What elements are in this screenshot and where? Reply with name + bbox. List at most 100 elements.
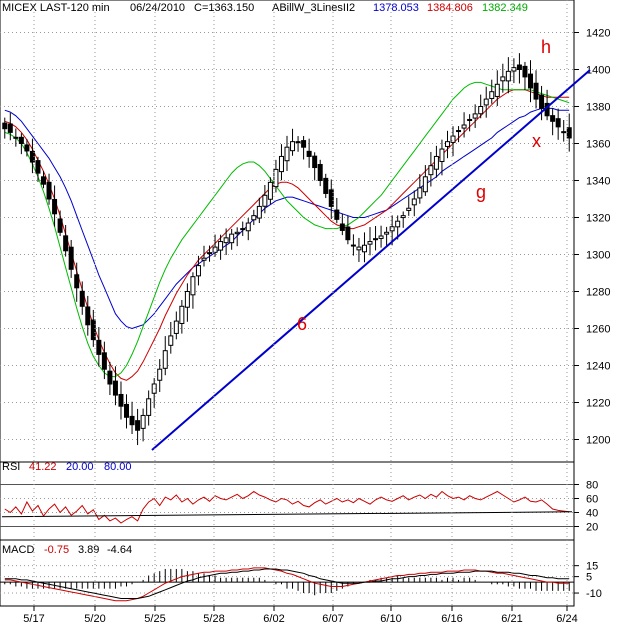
x-tick-label: 6/16 bbox=[441, 613, 462, 625]
price-candles bbox=[2, 53, 572, 446]
candle-body bbox=[157, 368, 163, 381]
header-line1: 1378.053 bbox=[373, 2, 419, 14]
candle-body bbox=[472, 113, 478, 119]
macd-label: MACD bbox=[2, 544, 34, 556]
candle-body bbox=[35, 160, 41, 174]
macd-tick-label: -10 bbox=[586, 588, 602, 600]
macd-header: MACD -0.75 3.89 -4.64 bbox=[2, 544, 132, 556]
annotation-g: g bbox=[476, 182, 486, 202]
header-indicator: ABillW_3LinesII2 bbox=[272, 2, 355, 14]
candle-body bbox=[13, 136, 19, 139]
macd-value: -0.75 bbox=[44, 544, 69, 556]
candle-body bbox=[52, 198, 58, 215]
price-tick-label: 1240 bbox=[586, 361, 610, 373]
svg-text:MICEX LAST-120 min: MICEX LAST-120 min bbox=[2, 2, 110, 14]
header-symbol: MICEX LAST-120 min bbox=[2, 2, 110, 14]
candle-body bbox=[384, 231, 390, 235]
candle-body bbox=[118, 393, 124, 407]
candle-body bbox=[527, 73, 533, 89]
candle-body bbox=[555, 118, 561, 128]
candle-body bbox=[494, 83, 500, 97]
chart-header: MICEX LAST-120 min 06/24/2010 C=1363.150… bbox=[2, 2, 528, 14]
candle-body bbox=[533, 82, 539, 100]
macd-y-axis: 155 -10 bbox=[574, 561, 602, 600]
candle-body bbox=[339, 223, 345, 231]
candle-body bbox=[345, 226, 351, 241]
price-tick-label: 1300 bbox=[586, 250, 610, 262]
x-tick-label: 5/17 bbox=[23, 613, 44, 625]
rsi-panel bbox=[0, 461, 575, 541]
candle-body bbox=[135, 420, 141, 431]
macd-tick-label: 5 bbox=[586, 572, 592, 584]
candle-body bbox=[46, 181, 52, 200]
candle-body bbox=[162, 350, 168, 369]
price-tick-label: 1200 bbox=[586, 435, 610, 447]
candle-body bbox=[516, 64, 522, 71]
price-tick-label: 1380 bbox=[586, 102, 610, 114]
price-tick-label: 1400 bbox=[586, 65, 610, 77]
candle-body bbox=[24, 144, 30, 152]
price-panel bbox=[0, 0, 575, 463]
candle-body bbox=[68, 246, 74, 270]
candle-body bbox=[290, 141, 296, 152]
candle-body bbox=[234, 231, 240, 235]
trendline-6 bbox=[151, 69, 591, 451]
candle-body bbox=[444, 141, 450, 147]
x-axis: 5/17 5/20 5/25 5/28 6/02 6/07 6/10 6/16 6/21 6/24 bbox=[23, 0, 578, 625]
rsi-lines bbox=[1, 490, 573, 524]
candle-body bbox=[190, 276, 196, 296]
candle-body bbox=[124, 403, 130, 418]
header-close: C=1363.150 bbox=[194, 2, 254, 14]
x-tick-label: 5/28 bbox=[203, 613, 224, 625]
candle-body bbox=[317, 163, 323, 181]
candle-body bbox=[439, 148, 445, 163]
candle-body bbox=[478, 106, 484, 115]
candle-body bbox=[101, 352, 107, 370]
candle-body bbox=[229, 233, 235, 244]
rsi-lower: 20.00 bbox=[66, 461, 94, 473]
candle-body bbox=[566, 127, 572, 139]
candle-body bbox=[522, 65, 528, 78]
rsi-label: RSI bbox=[2, 461, 20, 473]
ma-line-blue bbox=[4, 107, 570, 330]
candle-body bbox=[256, 205, 262, 219]
candle-body bbox=[489, 91, 495, 99]
x-tick-label: 6/21 bbox=[501, 613, 522, 625]
candle-body bbox=[223, 237, 229, 244]
macd-line bbox=[4, 567, 570, 602]
candle-body bbox=[350, 244, 356, 247]
rsi-tick-label: 60 bbox=[586, 494, 598, 506]
candle-body bbox=[367, 241, 373, 245]
candle-body bbox=[550, 115, 556, 122]
candle-body bbox=[218, 241, 224, 251]
annotation-x: x bbox=[532, 131, 541, 151]
candle-body bbox=[90, 319, 96, 341]
price-tick-label: 1420 bbox=[586, 28, 610, 40]
macd-signal-line bbox=[4, 568, 570, 599]
annotation-h: h bbox=[541, 37, 551, 57]
candle-body bbox=[433, 155, 439, 170]
x-tick-label: 6/24 bbox=[556, 613, 577, 625]
candle-body bbox=[406, 207, 412, 211]
rsi-value: 41.22 bbox=[29, 461, 57, 473]
candle-body bbox=[511, 67, 517, 72]
x-tick-label: 6/07 bbox=[322, 613, 343, 625]
candle-body bbox=[195, 265, 201, 277]
candle-body bbox=[79, 290, 85, 307]
macd-hist-value: -4.64 bbox=[107, 544, 132, 556]
macd-lines bbox=[4, 567, 570, 602]
candle-body bbox=[129, 415, 135, 426]
header-line2: 1384.806 bbox=[427, 2, 473, 14]
candle-body bbox=[422, 176, 428, 193]
rsi-tick-label: 80 bbox=[586, 480, 598, 492]
rsi-line bbox=[4, 490, 570, 524]
candle-body bbox=[201, 257, 207, 261]
candle-body bbox=[179, 305, 185, 324]
rsi-upper: 80.00 bbox=[104, 461, 132, 473]
candle-body bbox=[373, 238, 379, 241]
price-tick-label: 1340 bbox=[586, 176, 610, 188]
candle-body bbox=[184, 291, 190, 308]
price-tick-label: 1320 bbox=[586, 213, 610, 225]
candle-body bbox=[389, 226, 395, 232]
